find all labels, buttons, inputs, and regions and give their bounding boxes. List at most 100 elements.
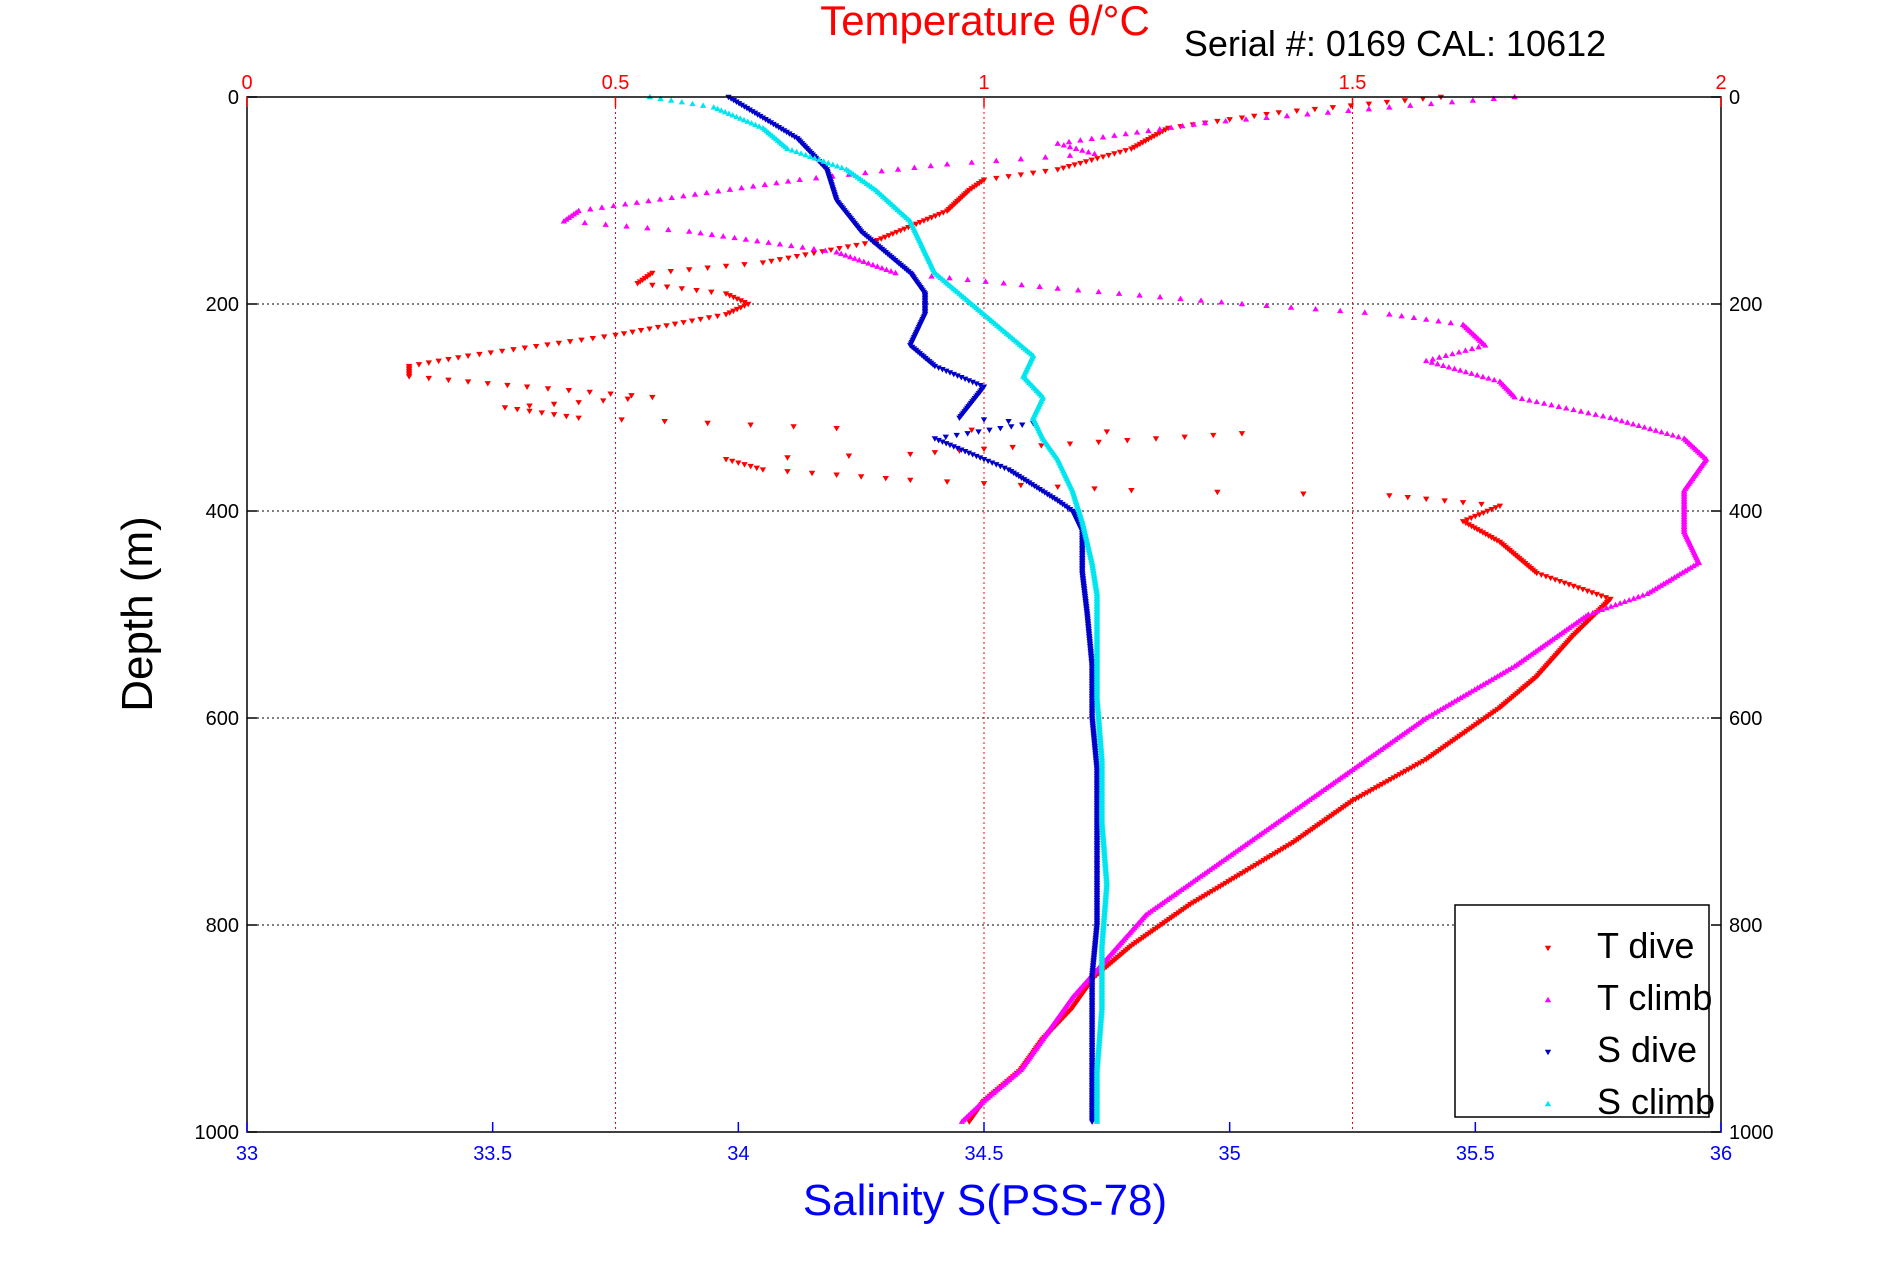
data-point (1358, 793, 1365, 800)
data-point (856, 257, 863, 263)
data-point (943, 441, 950, 447)
data-point (708, 231, 716, 237)
data-point (526, 403, 533, 409)
legend-marker (1544, 1100, 1552, 1107)
data-point (980, 446, 988, 453)
data-point (1263, 302, 1270, 308)
data-point (784, 469, 791, 475)
data-point (748, 120, 755, 126)
data-point (865, 260, 872, 266)
data-point (1479, 373, 1487, 380)
data-point (645, 197, 652, 204)
temperature-tick-label: 1.5 (1339, 72, 1367, 94)
data-point (1236, 872, 1243, 879)
data-point (1442, 352, 1450, 358)
data-point (1465, 522, 1472, 528)
data-point (1179, 122, 1186, 129)
data-point (598, 204, 606, 210)
data-point (753, 465, 760, 472)
data-point (1300, 491, 1307, 497)
data-point (501, 405, 509, 411)
data-point (1621, 598, 1628, 605)
data-point (705, 315, 713, 321)
data-point (1561, 580, 1568, 587)
series-s-dive (725, 94, 1101, 1125)
data-point (1287, 304, 1295, 310)
data-point (822, 247, 829, 253)
data-point (889, 231, 897, 237)
data-point (646, 326, 653, 332)
data-point (757, 113, 764, 120)
data-point (1198, 895, 1205, 901)
data-point (1041, 490, 1048, 496)
data-point (946, 274, 953, 281)
data-point (1625, 596, 1633, 603)
data-point (860, 258, 868, 265)
data-point (980, 481, 988, 487)
data-point (1533, 398, 1540, 405)
data-point (1337, 307, 1344, 314)
data-point (656, 196, 664, 202)
data-point (1468, 370, 1475, 376)
data-point (1612, 416, 1620, 422)
data-point (1435, 318, 1442, 324)
data-point (784, 178, 792, 184)
data-point (704, 265, 711, 271)
data-point (878, 167, 885, 174)
data-point (1190, 121, 1197, 127)
data-point (776, 241, 784, 247)
data-point (1028, 482, 1036, 488)
depth-tick-label-right: 0 (1729, 87, 1740, 109)
data-point (1312, 305, 1319, 312)
data-point (1054, 140, 1061, 146)
data-point (722, 457, 730, 463)
data-point (1579, 587, 1587, 593)
data-point (993, 175, 1000, 182)
data-point (1071, 162, 1078, 168)
data-point (415, 362, 423, 368)
data-point (958, 1118, 966, 1124)
data-point (1491, 376, 1498, 383)
data-point (1402, 768, 1409, 775)
data-point (1304, 111, 1311, 117)
data-point (663, 323, 670, 329)
legend-box (1454, 904, 1710, 1118)
data-point (993, 462, 1000, 468)
data-point (796, 176, 803, 183)
data-point (943, 479, 951, 485)
data-point (728, 458, 736, 465)
data-point (1383, 99, 1391, 106)
data-point (737, 305, 744, 311)
data-point (691, 191, 699, 197)
data-point (1468, 523, 1475, 530)
data-point (742, 236, 750, 242)
data-point (842, 252, 849, 258)
data-point (1066, 441, 1074, 447)
data-point (1646, 425, 1654, 432)
data-point (1563, 405, 1570, 411)
data-point (750, 183, 757, 189)
data-point (741, 104, 748, 110)
data-point (1255, 861, 1262, 867)
data-point (927, 162, 934, 169)
data-point (686, 228, 693, 234)
data-point (1551, 577, 1559, 583)
data-point (1066, 143, 1074, 150)
data-point (575, 400, 582, 406)
data-point (1222, 880, 1229, 887)
data-points (405, 93, 1710, 1125)
data-point (1599, 413, 1607, 419)
data-point (1366, 788, 1374, 795)
data-point (1491, 536, 1498, 543)
data-point (1287, 841, 1295, 848)
data-point (737, 115, 744, 121)
depth-tick-label-right: 600 (1729, 708, 1762, 730)
data-point (1150, 133, 1158, 140)
data-point (881, 234, 889, 241)
data-point (931, 436, 939, 442)
data-point (1641, 424, 1648, 430)
data-point (973, 381, 980, 387)
salinity-tick-label: 35 (1219, 1143, 1241, 1165)
data-point (1252, 862, 1259, 869)
